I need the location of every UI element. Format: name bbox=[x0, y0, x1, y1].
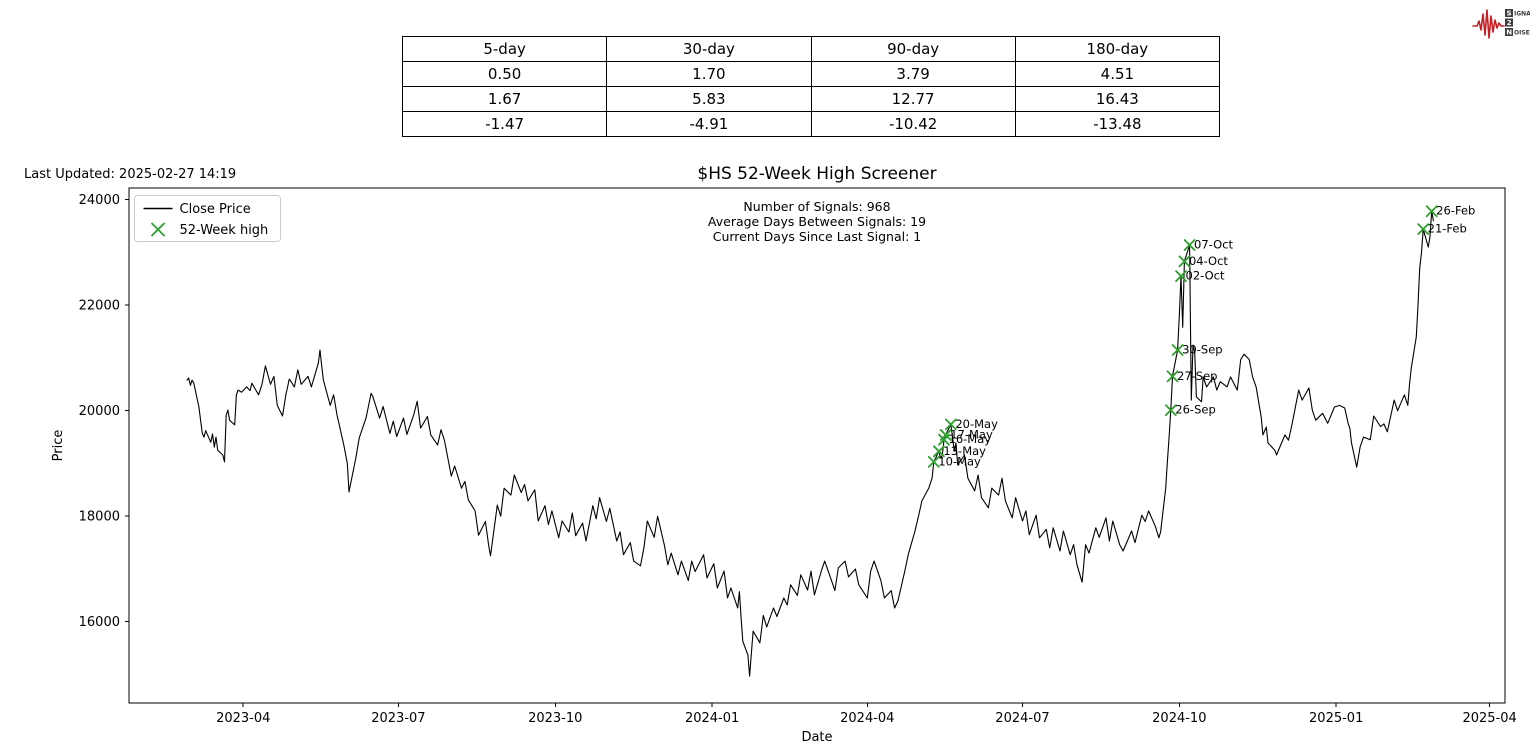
table-row: 0.50 1.70 3.79 4.51 bbox=[401, 61, 1221, 87]
y-tick-label: 22000 bbox=[79, 299, 120, 314]
chart-annotations: Number of Signals: 968 Average Days Betw… bbox=[129, 199, 1505, 244]
stats-cell: 4.51 bbox=[1014, 61, 1221, 87]
stats-cell: 3.79 bbox=[810, 61, 1016, 87]
signal-date-label: 26-Feb bbox=[1436, 204, 1475, 218]
last-updated-text: Last Updated: 2025-02-27 14:19 bbox=[24, 167, 237, 182]
signal-date-label: 04-Oct bbox=[1189, 254, 1228, 268]
logo-waveform-icon bbox=[1472, 9, 1505, 39]
logo-n-letter: N bbox=[1506, 29, 1512, 37]
signal2noise-logo: S IGNAL 2 N OISE bbox=[1472, 2, 1535, 44]
signal-x-marker bbox=[1183, 239, 1196, 251]
signal-x-marker bbox=[939, 429, 952, 441]
signal-date-label: 20-May bbox=[955, 417, 998, 431]
logo-s-box bbox=[1505, 9, 1513, 17]
stats-cell: 1.67 bbox=[401, 86, 608, 112]
signal-date-label: 16-May bbox=[949, 432, 992, 446]
y-axis-label: Price bbox=[51, 430, 66, 462]
annotation-average-days-between: Average Days Between Signals: 19 bbox=[707, 214, 927, 229]
stats-header-180-day: 180-day bbox=[1014, 36, 1221, 62]
logo-signal-text: IGNAL bbox=[1514, 11, 1530, 18]
stats-cell: 16.43 bbox=[1014, 86, 1221, 112]
x-tick-label: 2024-10 bbox=[1152, 711, 1206, 726]
x-tick-label: 2024-01 bbox=[685, 711, 739, 726]
signal-x-marker bbox=[1166, 370, 1179, 383]
stats-cell: -1.47 bbox=[401, 111, 608, 137]
logo-n-box bbox=[1505, 28, 1513, 36]
logo-2-box bbox=[1505, 18, 1513, 27]
signal-x-marker bbox=[1164, 404, 1177, 417]
legend-x-marker-sample bbox=[151, 222, 165, 237]
y-tick-label: 24000 bbox=[79, 193, 120, 208]
signal-date-label: 02-Oct bbox=[1186, 269, 1225, 283]
x-tick-label: 2025-01 bbox=[1309, 711, 1363, 726]
stats-table: 5-day 30-day 90-day 180-day 0.50 1.70 3.… bbox=[401, 36, 1221, 137]
legend-box bbox=[134, 195, 281, 242]
stats-table-header-row: 5-day 30-day 90-day 180-day bbox=[401, 36, 1221, 62]
legend-label-close-price: Close Price bbox=[180, 202, 251, 217]
signal-date-label: 30-Sep bbox=[1182, 342, 1222, 356]
logo-s-letter: S bbox=[1507, 10, 1512, 18]
close-price-line bbox=[186, 210, 1434, 677]
signal-x-marker bbox=[933, 445, 945, 458]
signal-date-label: 26-Sep bbox=[1175, 403, 1215, 417]
signal-x-marker bbox=[944, 418, 957, 431]
stats-cell: 0.50 bbox=[401, 61, 608, 87]
signal-x-marker bbox=[1171, 344, 1184, 356]
signal-x-marker bbox=[1175, 270, 1187, 283]
x-tick-label: 2025-04 bbox=[1462, 711, 1516, 726]
logo-graphic: S IGNAL 2 N OISE bbox=[1472, 9, 1535, 39]
stats-cell: 12.77 bbox=[810, 86, 1016, 112]
signal-x-marker bbox=[927, 455, 940, 468]
signal-x-marker bbox=[1425, 205, 1438, 218]
annotation-days-since-last: Current Days Since Last Signal: 1 bbox=[712, 229, 922, 244]
plot-area bbox=[128, 187, 1506, 704]
signal-date-label: 27-Sep bbox=[1177, 369, 1217, 383]
y-tick-label: 18000 bbox=[79, 510, 120, 525]
table-row: 1.67 5.83 12.77 16.43 bbox=[401, 86, 1221, 112]
chart-title: $HS 52-Week High Screener bbox=[697, 164, 937, 184]
signal-x-marker bbox=[1417, 223, 1430, 236]
y-tick-label: 20000 bbox=[79, 404, 120, 419]
signal-date-label: 21-Feb bbox=[1428, 222, 1467, 236]
y-tick-label: 16000 bbox=[79, 615, 120, 630]
x-tick-label: 2023-04 bbox=[216, 711, 270, 726]
logo-2-letter: 2 bbox=[1507, 19, 1512, 27]
stats-header-30-day: 30-day bbox=[606, 36, 812, 62]
x-axis-label: Date bbox=[801, 730, 832, 745]
stats-cell: -13.48 bbox=[1014, 111, 1221, 137]
stats-cell: -10.42 bbox=[810, 111, 1016, 137]
signal-date-label: 13-May bbox=[943, 444, 986, 458]
annotation-number-of-signals: Number of Signals: 968 bbox=[743, 199, 891, 214]
x-tick-label: 2023-10 bbox=[528, 711, 582, 726]
legend-label-52-week-high: 52-Week high bbox=[180, 223, 269, 238]
table-row: -1.47 -4.91 -10.42 -13.48 bbox=[401, 111, 1221, 137]
signal-date-label: 17-May bbox=[950, 427, 993, 441]
logo-noise-text: OISE bbox=[1514, 30, 1530, 37]
stats-cell: 1.70 bbox=[606, 61, 812, 87]
signal-date-label: 10-May bbox=[938, 454, 981, 468]
stats-cell: -4.91 bbox=[606, 111, 812, 137]
x-tick-label: 2023-07 bbox=[371, 711, 425, 726]
signal-date-label: 07-Oct bbox=[1194, 237, 1233, 251]
signal-x-marker bbox=[1178, 255, 1191, 268]
x-tick-label: 2024-04 bbox=[840, 711, 894, 726]
stats-cell: 5.83 bbox=[606, 86, 812, 112]
x-tick-label: 2024-07 bbox=[995, 711, 1049, 726]
